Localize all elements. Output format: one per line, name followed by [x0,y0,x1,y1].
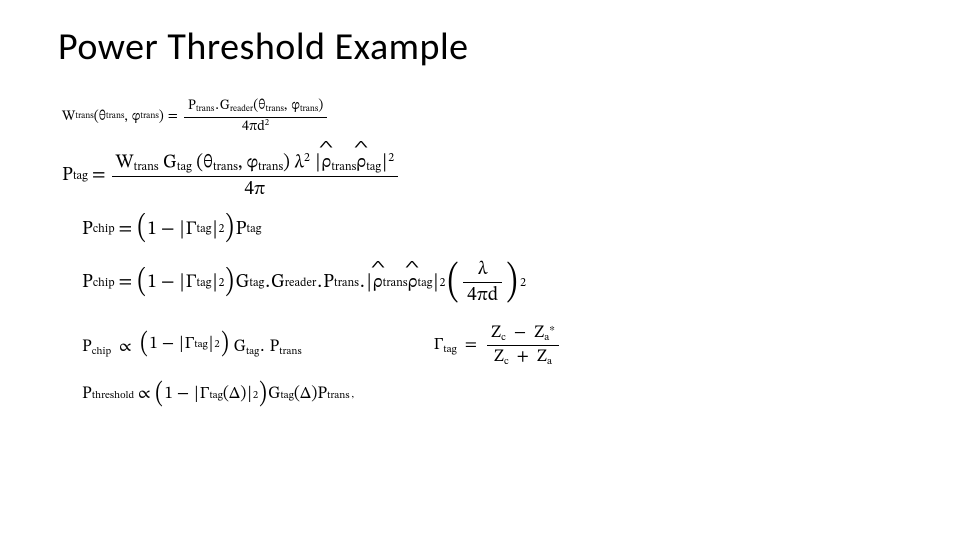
eq1-W-sub: trans [75,112,93,123]
eq2-fraction: Wtrans Gtag (θtrans,φtrans) λ2 |ρtransρt… [112,151,398,202]
eq1-theta: θ [99,109,106,127]
equation-7: Pthreshold ∝ ( 1− |Γtag(Δ)|2 ) Gtag(Δ) P… [82,382,904,407]
rparen-icon: ) [226,215,234,243]
eq1-W: W [62,109,75,127]
equation-6: Γtag = Zc − Za∗ Zc + Za [434,322,561,368]
lparen-icon: ( [138,215,146,243]
eq1-theta-sub: trans [106,112,124,123]
comma-icon: , [124,109,127,127]
eq2-P: P [62,164,73,188]
eq1-num-P: P [188,99,196,113]
equals-icon: = [168,109,178,127]
slide: Power Threshold Example Wtrans ( θtrans … [0,0,960,540]
slide-title: Power Threshold Example [58,24,904,70]
eq1-den-exp: 2 [265,119,269,130]
eq1-fraction: Ptrans.Greader(θtrans,φtrans) 4πd2 [184,98,327,137]
equation-5: Pchip ∝ ( 1− |Γtag|2 ) Gtag. Ptrans [82,332,302,358]
eq1-num-G: G [220,99,230,113]
eq1-num-G-sub: reader [230,105,253,116]
equation-row-5-6: Pchip ∝ ( 1− |Γtag|2 ) Gtag. Ptrans Γtag… [82,322,904,368]
equation-4: Pchip = ( 1− |Γtag|2 ) Gtag. Greader. Pt… [82,258,904,309]
equation-1: Wtrans ( θtrans , φtrans ) = Ptrans.Grea… [62,98,904,137]
eq1-phi-sub: trans [140,112,158,123]
rparen-icon: ) [159,109,164,127]
eq1-phi: φ [132,109,140,127]
equation-3: Pchip = ( 1− |Γtag|2 ) Ptag [82,215,904,243]
equation-2: Ptag = Wtrans Gtag (θtrans,φtrans) λ2 |ρ… [62,151,904,202]
eq4-fraction: λ 4πd [463,258,502,309]
eq6-fraction: Zc − Za∗ Zc + Za [487,322,559,368]
equation-region: Wtrans ( θtrans , φtrans ) = Ptrans.Grea… [56,98,904,408]
rho-hat-icon: ρ [321,151,331,175]
eq1-num-theta: θ [258,99,265,113]
rho-hat-icon: ρ [356,151,366,175]
eq1-num-P-sub: trans [196,105,214,116]
eq1-den: 4πd [242,120,265,134]
